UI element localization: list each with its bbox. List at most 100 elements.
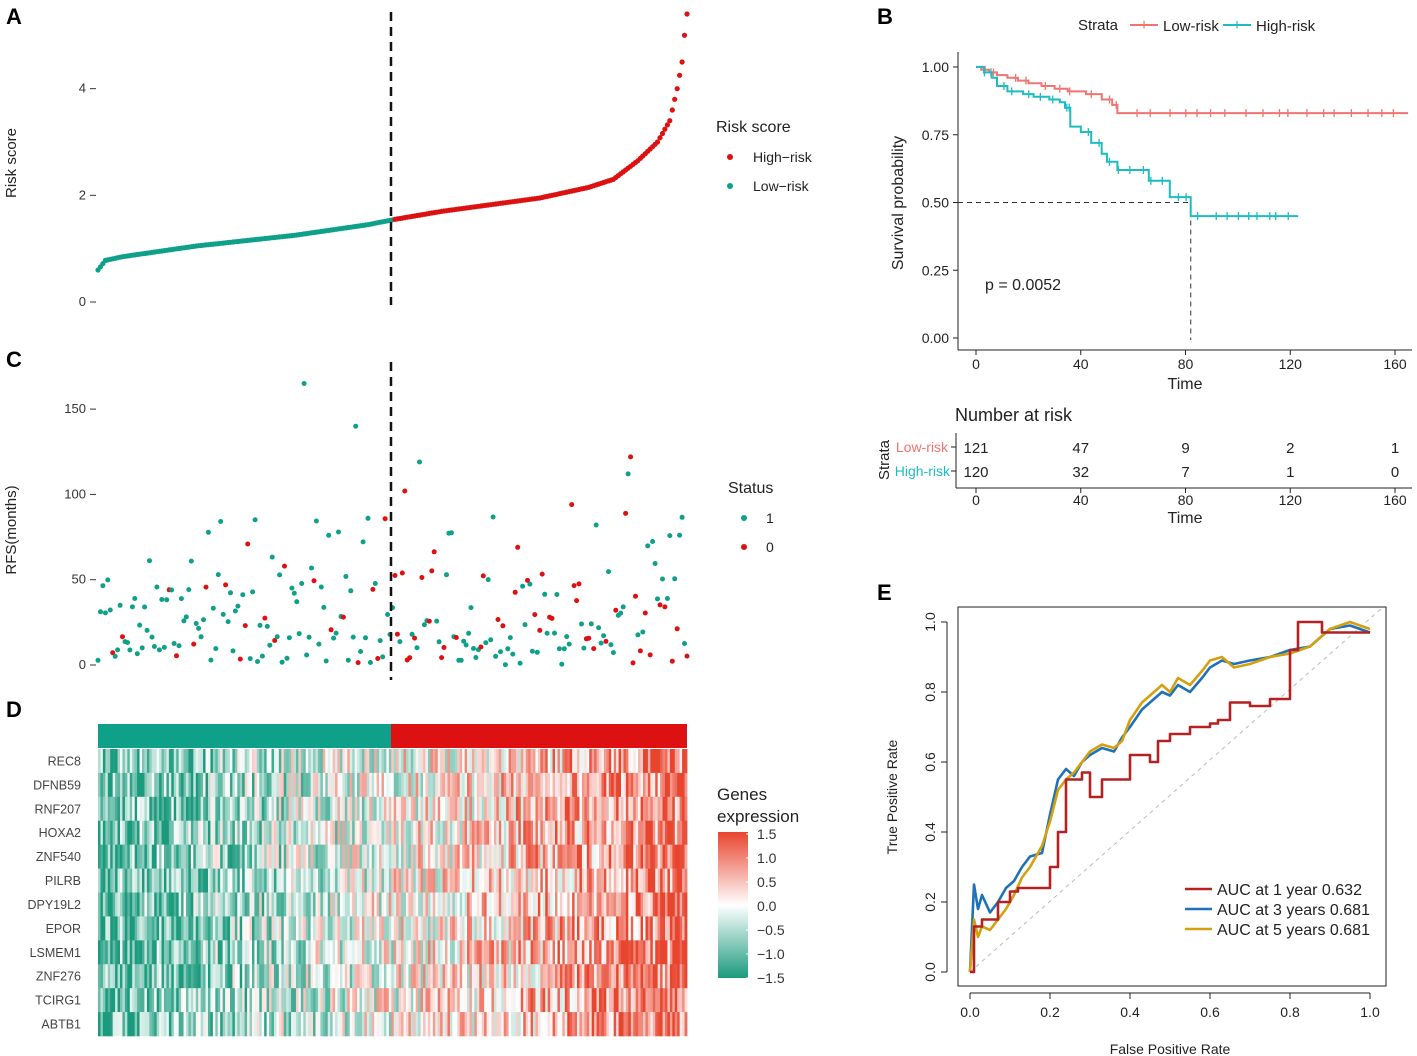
risk-score-point <box>657 135 663 141</box>
heatmap-cell <box>518 988 522 1013</box>
risk-score-point <box>654 139 661 145</box>
rfs-point <box>529 648 535 654</box>
rfs-point <box>264 623 270 629</box>
heatmap-cell <box>672 868 676 893</box>
heatmap-cell <box>584 749 588 774</box>
heatmap-cell <box>181 772 184 798</box>
heatmap-cell <box>161 916 165 941</box>
heatmap-cell <box>569 820 573 845</box>
heatmap-cell <box>337 940 341 965</box>
heatmap-cell <box>144 940 148 965</box>
heatmap-cell <box>212 988 216 1013</box>
heatmap-cell <box>449 772 453 798</box>
heatmap-cell <box>623 916 627 941</box>
heatmap-cell <box>391 820 395 845</box>
rfs-point <box>564 634 570 640</box>
heatmap-cell <box>469 868 473 893</box>
heatmap-cell <box>503 1012 507 1037</box>
heatmap-cell <box>137 749 140 774</box>
heatmap-cell <box>229 820 233 845</box>
heatmap-cell <box>105 916 109 941</box>
heatmap-cell <box>474 820 478 845</box>
heatmap-cell <box>484 796 487 822</box>
heatmap-cell <box>337 892 341 917</box>
heatmap-cell <box>239 749 243 774</box>
heatmap-cell <box>423 820 426 845</box>
heatmap-cell <box>405 749 409 774</box>
heatmap-cell <box>332 916 336 941</box>
risk-table-value: 2 <box>1286 440 1294 457</box>
heatmap-cell <box>657 892 661 917</box>
heatmap-cell <box>371 964 375 989</box>
heatmap-cell <box>276 796 280 822</box>
heatmap-cell <box>577 772 580 798</box>
heatmap-cell <box>156 868 160 893</box>
heatmap-cell <box>291 1012 294 1037</box>
heatmap-cell <box>237 916 241 941</box>
heatmap-cell <box>247 796 250 822</box>
heatmap-cell <box>540 796 544 822</box>
heatmap-cell <box>396 844 400 869</box>
heatmap-cell <box>623 749 627 774</box>
heatmap-cell <box>176 844 180 869</box>
heatmap-cell <box>635 964 639 989</box>
heatmap-cell <box>149 1012 153 1037</box>
km-ytick-label: 1.00 <box>922 59 949 75</box>
heatmap-cell <box>506 964 509 989</box>
heatmap-cell <box>161 796 165 822</box>
heatmap-cell <box>581 796 585 822</box>
rfs-point <box>294 599 300 605</box>
heatmap-cell <box>283 868 287 893</box>
heatmap-cell <box>650 940 654 965</box>
heatmap-cell <box>564 844 568 869</box>
heatmap-cell <box>579 1012 583 1037</box>
heatmap-cell <box>163 1012 167 1037</box>
heatmap-cell <box>295 940 299 965</box>
heatmap-cell <box>291 916 294 941</box>
heatmap-cell <box>205 844 209 869</box>
heatmap-cell <box>559 868 563 893</box>
heatmap-cell <box>361 1012 365 1037</box>
heatmap-cell <box>190 844 194 869</box>
heatmap-cell <box>435 892 439 917</box>
heatmap-cell <box>102 868 106 893</box>
heatmap-cell <box>530 868 534 893</box>
heatmap-cell <box>476 988 480 1013</box>
heatmap-cell <box>493 940 497 965</box>
heatmap-cell <box>418 844 421 869</box>
legend-low-risk-dot <box>727 183 733 189</box>
heatmap-cell <box>523 820 527 845</box>
heatmap-cell <box>229 892 233 917</box>
heatmap-cell <box>396 820 400 845</box>
heatmap-cell <box>200 988 204 1013</box>
heatmap-cell <box>427 988 431 1013</box>
heatmap-cell <box>283 940 287 965</box>
heatmap-cell <box>276 1012 280 1037</box>
heatmap-cell <box>212 940 216 965</box>
heatmap-cell <box>596 940 600 965</box>
heatmap-cell <box>630 1012 634 1037</box>
heatmap-cell <box>303 940 307 965</box>
heatmap-cell <box>207 916 211 941</box>
heatmap-cell <box>418 749 421 774</box>
heatmap-cell <box>349 1012 353 1037</box>
rfs-point <box>588 621 594 627</box>
heatmap-cell <box>652 820 656 845</box>
heatmap-cell <box>115 772 118 798</box>
heatmap-cell <box>149 749 153 774</box>
heatmap-cell <box>459 892 463 917</box>
heatmap-cell <box>134 749 138 774</box>
heatmap-cell <box>256 916 260 941</box>
heatmap-cell <box>330 868 334 893</box>
heatmap-cell <box>564 868 568 893</box>
heatmap-cell <box>559 916 563 941</box>
heatmap-cell <box>491 940 495 965</box>
heatmap-cell <box>491 988 495 1013</box>
rfs-point <box>154 584 160 590</box>
heatmap-cell <box>171 868 175 893</box>
heatmap-cell <box>193 940 197 965</box>
heatmap-cell <box>107 844 111 869</box>
heatmap-cell <box>528 988 531 1013</box>
heatmap-cell <box>669 820 673 845</box>
rfs-point <box>269 554 275 560</box>
